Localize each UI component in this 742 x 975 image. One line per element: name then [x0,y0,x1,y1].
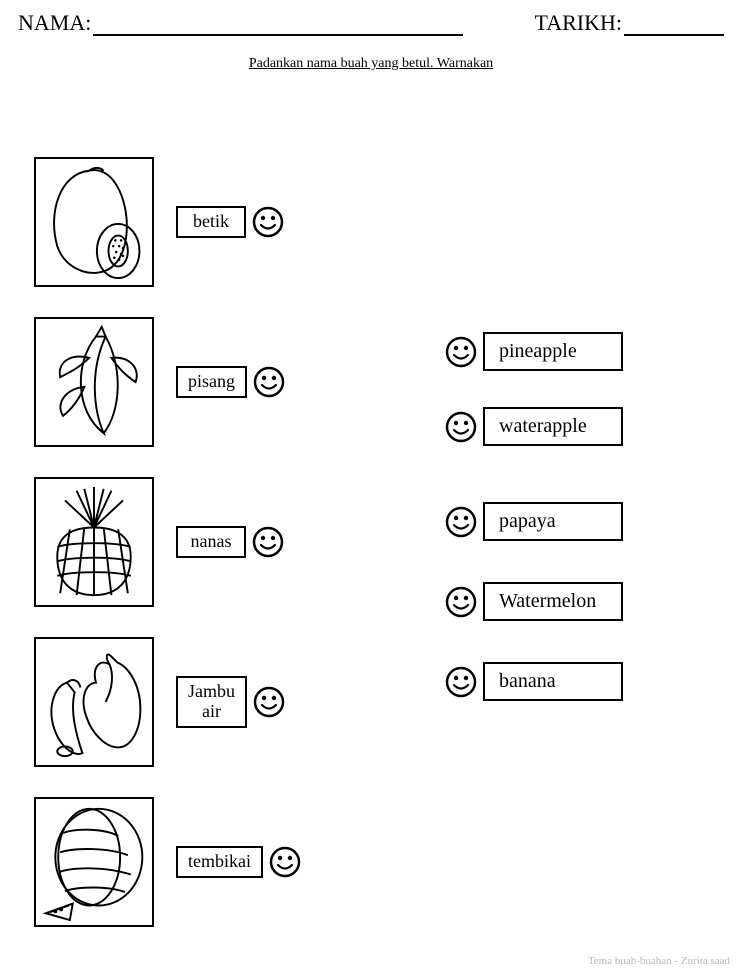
english-row: banana [445,662,623,701]
english-label: Watermelon [483,582,623,621]
name-blank[interactable] [93,16,463,36]
date-blank[interactable] [624,16,724,36]
fruit-row: betik [34,157,284,287]
fruit-row: nanas [34,477,284,607]
smiley-icon [445,586,477,618]
smiley-icon [445,666,477,698]
worksheet-content: betik pisang nanas Jambuair tembikai pineappl… [0,82,742,932]
english-label: waterapple [483,407,623,446]
smiley-icon [252,206,284,238]
papaya-icon [34,157,154,287]
smiley-icon [445,506,477,538]
fruit-row: tembikai [34,797,301,927]
english-label: banana [483,662,623,701]
english-row: papaya [445,502,623,541]
malay-label: nanas [176,526,246,558]
name-label: NAMA: [18,10,91,36]
date-label: TARIKH: [535,10,622,36]
malay-label: betik [176,206,246,238]
smiley-icon [253,686,285,718]
waterapple-icon [34,637,154,767]
malay-label: tembikai [176,846,263,878]
footer-credit: Tema buah-buahan - Zurita saad [588,955,730,967]
english-row: Watermelon [445,582,623,621]
instruction-text: Padankan nama buah yang betul. Warnakan [0,56,742,72]
smiley-icon [253,366,285,398]
smiley-icon [252,526,284,558]
pineapple-icon [34,477,154,607]
english-label: papaya [483,502,623,541]
header: NAMA: TARIKH: [0,0,742,36]
malay-label: pisang [176,366,247,398]
english-row: waterapple [445,407,623,446]
banana-icon [34,317,154,447]
smiley-icon [445,411,477,443]
smiley-icon [445,336,477,368]
fruit-row: pisang [34,317,285,447]
malay-label: Jambuair [176,676,247,728]
watermelon-icon [34,797,154,927]
smiley-icon [269,846,301,878]
english-row: pineapple [445,332,623,371]
english-label: pineapple [483,332,623,371]
fruit-row: Jambuair [34,637,285,767]
